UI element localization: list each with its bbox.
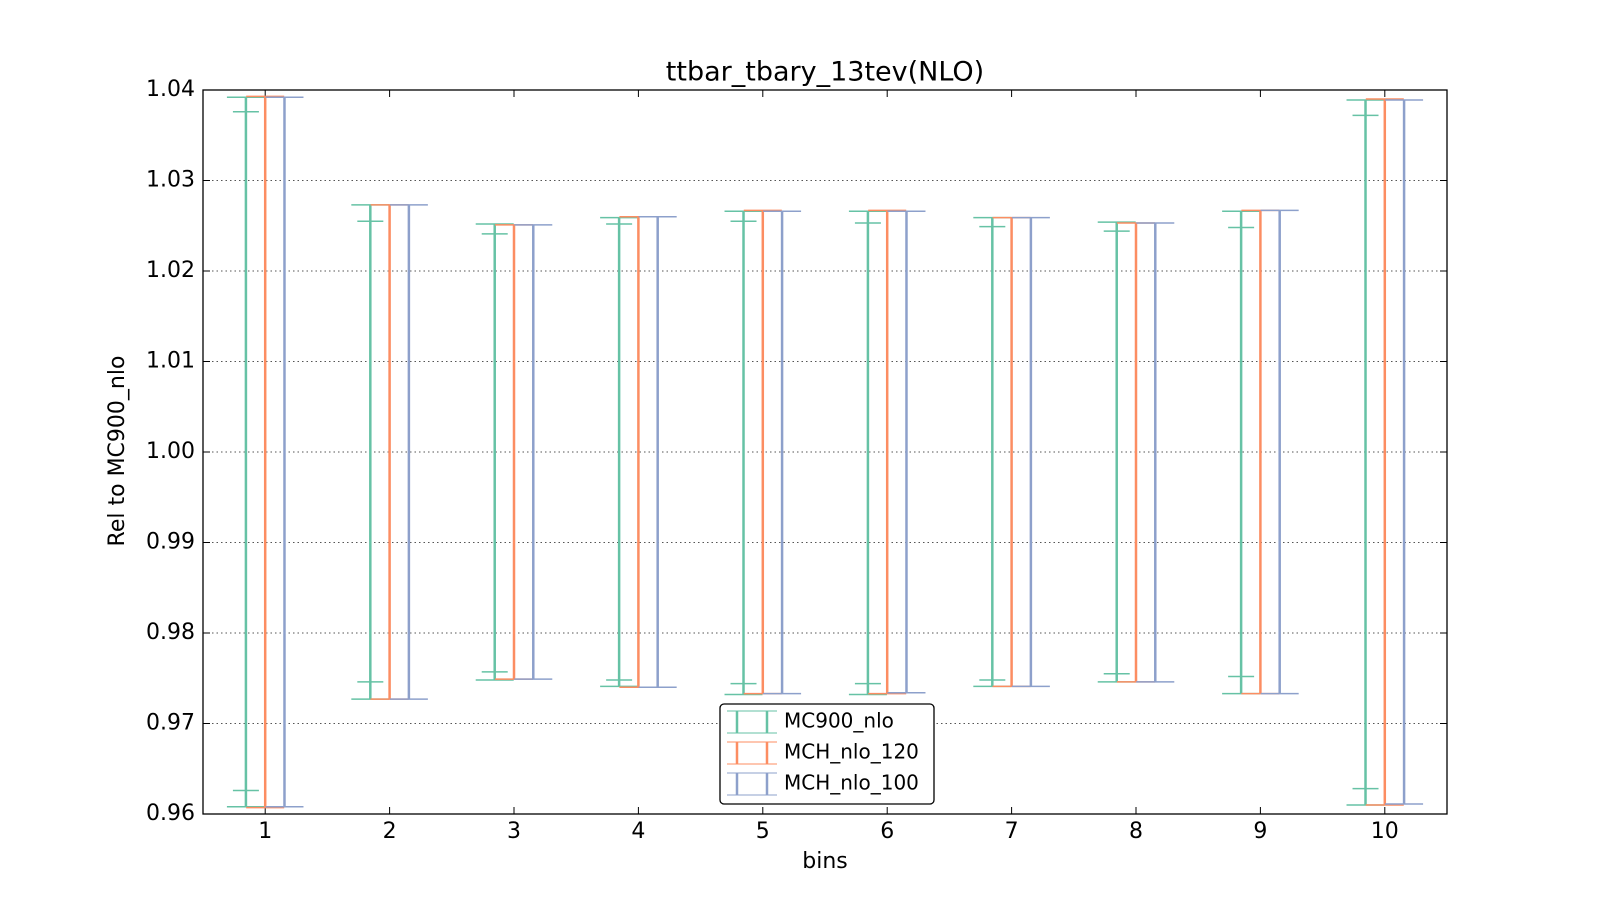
legend-frame	[719, 703, 935, 805]
y-tick-label: 1.03	[146, 168, 195, 193]
x-axis-label: bins	[802, 849, 847, 874]
x-tick-label: 8	[1129, 819, 1143, 844]
y-tick-label: 1.02	[146, 258, 195, 283]
x-tick-label: 2	[383, 819, 397, 844]
x-tick-label: 10	[1371, 819, 1399, 844]
legend-label: MC900_nlo	[784, 709, 894, 733]
y-tick-label: 1.00	[146, 439, 195, 464]
x-tick-label: 4	[631, 819, 645, 844]
y-tick-label: 1.01	[146, 349, 195, 374]
x-tick-label: 1	[258, 819, 272, 844]
x-tick-label: 3	[507, 819, 521, 844]
x-tick-label: 5	[756, 819, 770, 844]
x-tick-label: 7	[1005, 819, 1019, 844]
y-axis-label: Rel to MC900_nlo	[105, 356, 130, 547]
plot-frame	[202, 89, 1448, 815]
y-tick-label: 0.99	[146, 530, 195, 555]
y-tick-label: 0.96	[146, 801, 195, 826]
x-tick-label: 6	[880, 819, 894, 844]
y-tick-label: 0.97	[146, 711, 195, 736]
legend-label: MCH_nlo_120	[784, 740, 919, 764]
chart-title: ttbar_tbary_13tev(NLO)	[666, 57, 984, 88]
legend: MC900_nlo MCH_nlo_120 MCH_nlo_100	[719, 703, 935, 805]
y-tick-label: 1.04	[146, 77, 195, 102]
y-tick-label: 0.98	[146, 620, 195, 645]
x-tick-label: 9	[1253, 819, 1267, 844]
legend-label: MCH_nlo_100	[784, 771, 919, 795]
